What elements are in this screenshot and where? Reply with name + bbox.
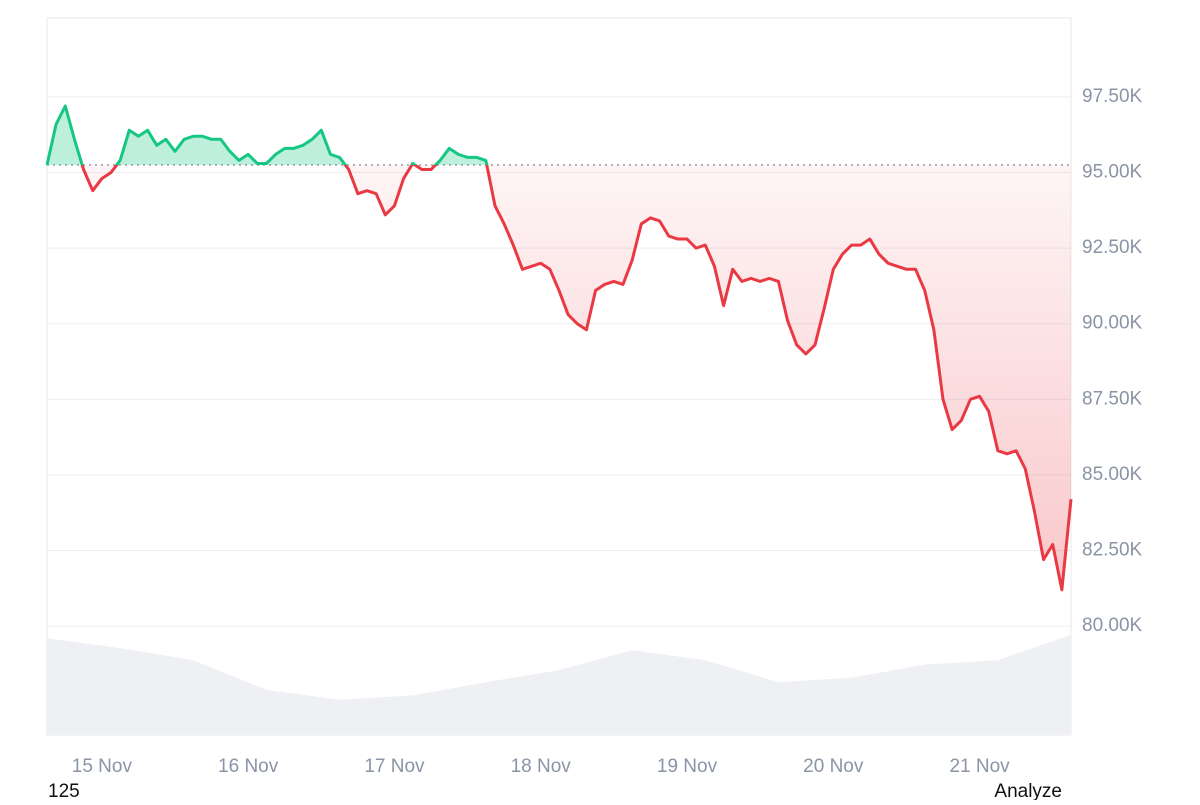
volume-area bbox=[47, 634, 1071, 735]
x-tick-label: 19 Nov bbox=[657, 756, 718, 777]
x-tick-label: 21 Nov bbox=[949, 756, 1010, 777]
x-tick-label: 16 Nov bbox=[218, 756, 279, 777]
y-tick-label: 82.50K bbox=[1082, 540, 1143, 561]
x-tick-label: 17 Nov bbox=[364, 756, 425, 777]
y-tick-label: 95.00K bbox=[1082, 162, 1143, 183]
y-tick-label: 90.00K bbox=[1082, 313, 1143, 334]
y-tick-label: 92.50K bbox=[1082, 237, 1143, 258]
x-tick-label: 18 Nov bbox=[511, 756, 572, 777]
x-tick-label: 20 Nov bbox=[803, 756, 864, 777]
x-tick-label: 15 Nov bbox=[72, 756, 133, 777]
footer-right[interactable]: Analyze bbox=[994, 781, 1062, 802]
y-tick-label: 87.50K bbox=[1082, 388, 1143, 409]
area-above bbox=[47, 106, 1071, 165]
area-below bbox=[82, 164, 1071, 590]
y-tick-label: 97.50K bbox=[1082, 86, 1143, 107]
y-tick-label: 80.00K bbox=[1082, 615, 1143, 636]
line-below bbox=[47, 164, 1073, 592]
line-above bbox=[45, 104, 489, 165]
footer-left: 125 bbox=[48, 781, 80, 800]
y-tick-label: 85.00K bbox=[1082, 464, 1143, 485]
plot-frame bbox=[46, 17, 1072, 736]
